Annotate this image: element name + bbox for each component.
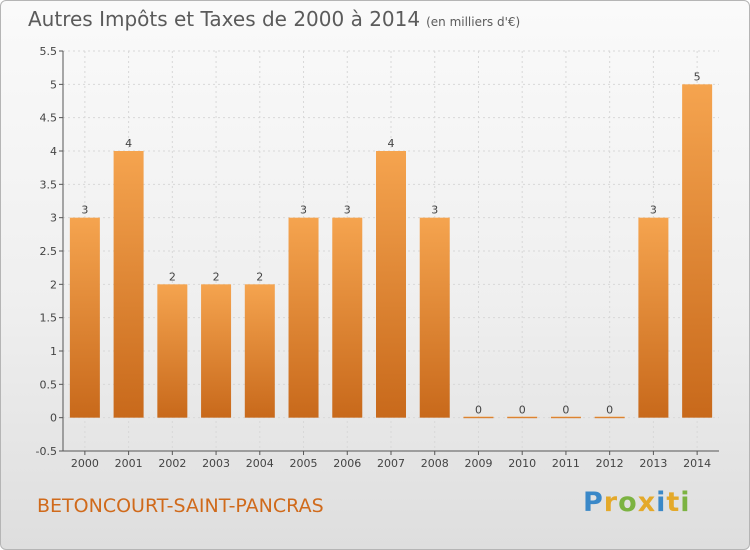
data-label-2007: 4 xyxy=(388,137,395,150)
bar-2004 xyxy=(244,284,275,418)
bar-2013 xyxy=(638,217,669,418)
y-tick-label: 4.5 xyxy=(40,112,58,125)
data-label-2004: 2 xyxy=(256,270,263,283)
bar-2003 xyxy=(201,284,232,418)
y-tick-label: 5 xyxy=(50,78,57,91)
bar-2001 xyxy=(113,151,144,418)
y-tick-label: 3 xyxy=(50,212,57,225)
city-name: BETONCOURT-SAINT-PANCRAS xyxy=(37,495,324,517)
x-tick-label-2007: 2007 xyxy=(377,457,405,470)
data-label-2001: 4 xyxy=(125,137,132,150)
bar-2014 xyxy=(682,84,713,418)
data-label-2011: 0 xyxy=(562,404,569,417)
bar-2006 xyxy=(332,217,363,418)
data-label-2009: 0 xyxy=(475,404,482,417)
logo-letter: x xyxy=(637,487,657,518)
y-tick-label: 1.5 xyxy=(40,312,58,325)
y-tick-label: 5.5 xyxy=(40,45,58,58)
data-label-2008: 3 xyxy=(431,204,438,217)
x-tick-label-2006: 2006 xyxy=(333,457,361,470)
x-tick-label-2014: 2014 xyxy=(683,457,711,470)
data-label-2013: 3 xyxy=(650,204,657,217)
x-tick-label-2011: 2011 xyxy=(552,457,580,470)
data-label-2006: 3 xyxy=(344,204,351,217)
bar-2012 xyxy=(594,416,625,419)
x-tick-label-2002: 2002 xyxy=(158,457,186,470)
x-tick-label-2000: 2000 xyxy=(71,457,99,470)
data-label-2005: 3 xyxy=(300,204,307,217)
data-label-2012: 0 xyxy=(606,404,613,417)
logo-letter: o xyxy=(618,487,638,518)
bar-2011 xyxy=(550,416,581,419)
x-tick-label-2004: 2004 xyxy=(246,457,274,470)
bar-2008 xyxy=(419,217,450,418)
bar-2000 xyxy=(69,217,100,418)
logo-letter: P xyxy=(583,487,604,518)
logo-letter: i xyxy=(656,487,667,518)
x-tick-label-2010: 2010 xyxy=(508,457,536,470)
x-tick-label-2008: 2008 xyxy=(421,457,449,470)
x-tick-label-2001: 2001 xyxy=(115,457,143,470)
logo-letter: i xyxy=(680,487,691,518)
data-label-2003: 2 xyxy=(213,270,220,283)
y-tick-label: 4 xyxy=(50,145,57,158)
x-tick-label-2003: 2003 xyxy=(202,457,230,470)
y-tick-label: 1 xyxy=(50,345,57,358)
y-tick-label: 0 xyxy=(50,412,57,425)
bar-2007 xyxy=(376,151,406,418)
bar-2002 xyxy=(157,284,188,418)
logo-letter: t xyxy=(666,487,681,518)
y-tick-label: 2 xyxy=(50,278,57,291)
chart-title: Autres Impôts et Taxes de 2000 à 2014 (en… xyxy=(28,7,520,31)
y-tick-label: 0.5 xyxy=(40,378,58,391)
chart-title-text: Autres Impôts et Taxes de 2000 à 2014 xyxy=(28,7,421,31)
proxiti-logo: Proxiti xyxy=(583,487,691,518)
x-tick-label-2009: 2009 xyxy=(464,457,492,470)
bar-2009 xyxy=(463,416,494,419)
y-tick-label: -0.5 xyxy=(36,445,57,458)
data-label-2002: 2 xyxy=(169,270,176,283)
bar-2010 xyxy=(507,416,538,419)
logo-letter: r xyxy=(603,487,619,518)
bar-2005 xyxy=(288,217,319,418)
x-tick-label-2013: 2013 xyxy=(639,457,667,470)
chart-unit: (en milliers d'€) xyxy=(426,15,521,29)
y-tick-label: 3.5 xyxy=(40,178,58,191)
x-tick-label-2005: 2005 xyxy=(290,457,318,470)
data-label-2010: 0 xyxy=(519,404,526,417)
data-label-2014: 5 xyxy=(694,70,701,83)
data-label-2000: 3 xyxy=(81,204,88,217)
y-tick-label: 2.5 xyxy=(40,245,58,258)
x-tick-label-2012: 2012 xyxy=(596,457,624,470)
